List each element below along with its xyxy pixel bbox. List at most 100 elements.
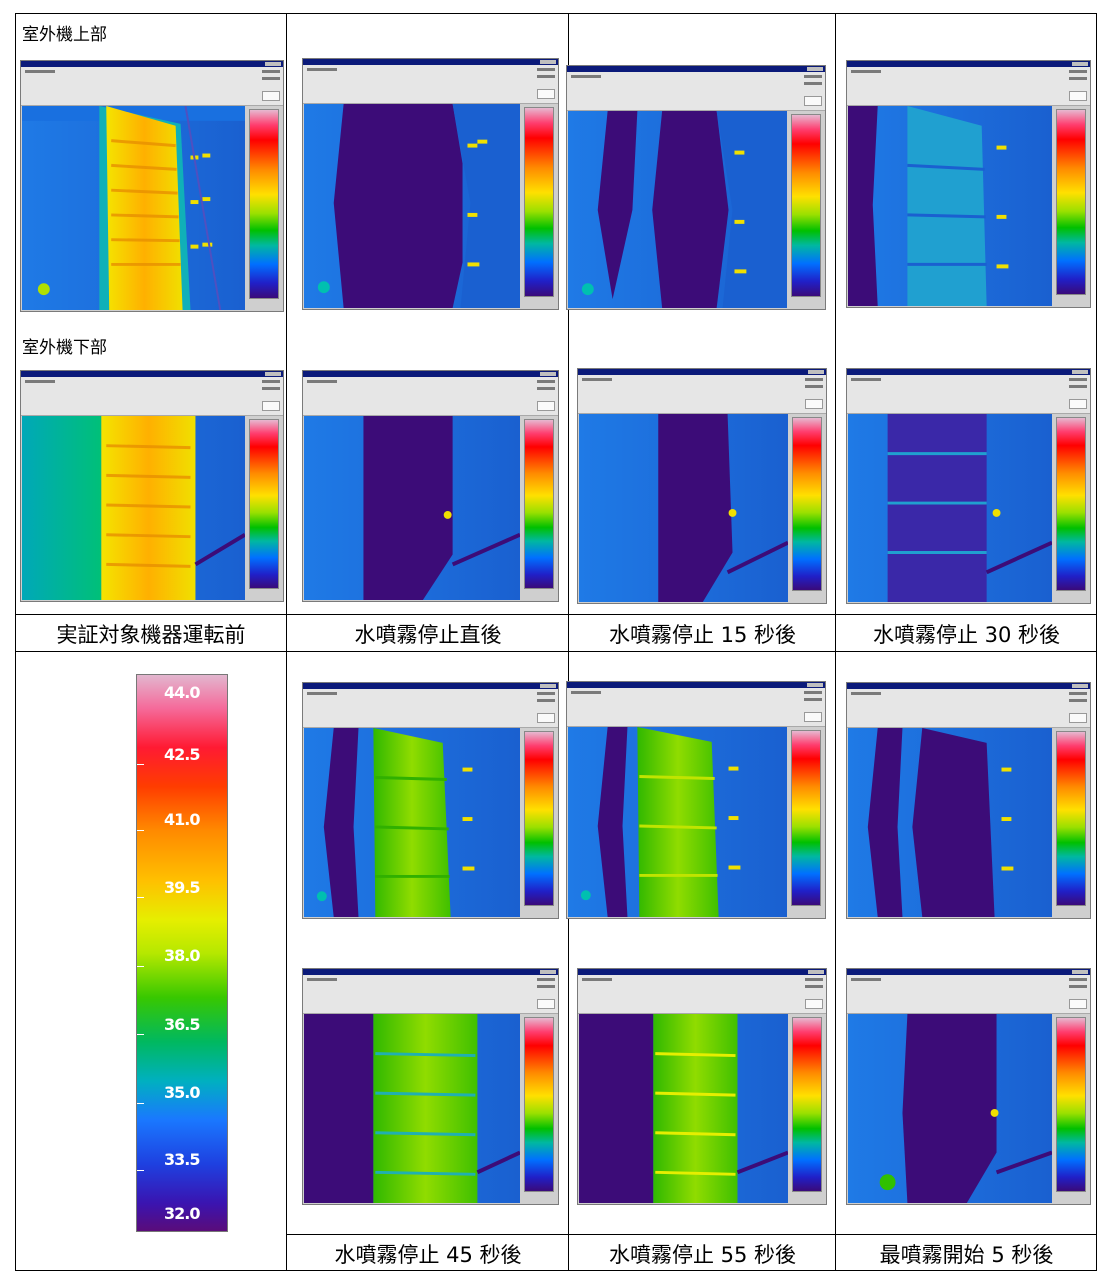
tick-label: 35.0	[164, 1083, 200, 1102]
window-menubar	[578, 975, 826, 1014]
window-titlebar	[303, 969, 558, 975]
window-titlebar	[303, 59, 558, 65]
thermal-scene	[22, 106, 245, 310]
color-scale-bar	[524, 419, 554, 589]
window-titlebar	[567, 66, 825, 72]
thermal-image-lower-55s	[577, 968, 827, 1205]
tick-label: 33.5	[164, 1150, 200, 1169]
thermal-scene	[579, 414, 788, 602]
tick-label: 38.0	[164, 946, 200, 965]
thermal-scene	[848, 728, 1052, 917]
window-menubar	[847, 689, 1090, 728]
color-scale-bar	[792, 417, 822, 591]
window-menubar	[21, 377, 283, 416]
window-titlebar	[847, 969, 1090, 975]
thermal-scene	[304, 104, 520, 308]
window-titlebar	[847, 683, 1090, 689]
color-scale-bar	[1056, 731, 1086, 906]
color-scale-bar	[249, 419, 279, 589]
color-scale-bar	[1056, 1017, 1086, 1192]
table-divider-2	[568, 13, 569, 1271]
thermal-image-upper-respray-5s	[846, 682, 1091, 919]
window-titlebar	[21, 371, 283, 377]
caption-row2-top	[286, 1234, 1097, 1235]
label-upper: 室外機上部	[22, 25, 107, 45]
tick-mark	[137, 764, 144, 765]
window-titlebar	[303, 683, 558, 689]
thermal-image-upper-before	[20, 60, 284, 312]
thermal-scene	[579, 1014, 788, 1203]
thermal-scene	[304, 416, 520, 600]
caption-55s-after-stop: 水噴霧停止 55 秒後	[608, 1243, 797, 1267]
label-lower: 室外機下部	[22, 338, 107, 358]
thermal-image-lower-45s	[302, 968, 559, 1205]
table-divider-3	[835, 13, 836, 1271]
window-menubar	[567, 688, 825, 727]
window-titlebar	[578, 369, 826, 375]
thermal-scene	[304, 1014, 520, 1203]
thermal-image-lower-before	[20, 370, 284, 602]
window-menubar	[567, 72, 825, 111]
color-scale-bar	[524, 1017, 554, 1192]
window-menubar	[21, 67, 283, 106]
thermal-image-lower-15s	[577, 368, 827, 604]
tick-mark	[137, 830, 144, 831]
caption-row1-bottom	[15, 651, 1097, 652]
color-scale-bar	[249, 109, 279, 299]
window-menubar	[303, 377, 558, 416]
caption-30s-after-stop: 水噴霧停止 30 秒後	[872, 623, 1061, 647]
window-titlebar	[303, 371, 558, 377]
window-menubar	[303, 65, 558, 104]
caption-before-operation: 実証対象機器運転前	[56, 623, 246, 647]
thermal-image-upper-45s	[302, 682, 559, 919]
table-border-left	[15, 13, 16, 1271]
color-scale-bar	[524, 731, 554, 906]
thermal-image-upper-15s	[566, 65, 826, 310]
caption-right-after-stop: 水噴霧停止直後	[354, 623, 502, 647]
window-titlebar	[578, 969, 826, 975]
window-menubar	[303, 975, 558, 1014]
tick-mark	[137, 1170, 144, 1171]
tick-mark	[137, 897, 144, 898]
caption-row1-top	[15, 614, 1097, 615]
tick-label: 41.0	[164, 810, 200, 829]
tick-mark	[137, 1034, 144, 1035]
thermal-scene	[848, 1014, 1052, 1203]
color-scale-bar	[1056, 417, 1086, 591]
window-titlebar	[21, 61, 283, 67]
temperature-scale	[136, 674, 228, 1232]
thermal-image-upper-after-stop	[302, 58, 559, 310]
window-menubar	[847, 975, 1090, 1014]
caption-15s-after-stop: 水噴霧停止 15 秒後	[608, 623, 797, 647]
table-border-top	[15, 13, 1097, 14]
tick-mark	[137, 966, 144, 967]
tick-label: 44.0	[164, 683, 200, 702]
thermal-image-upper-55s	[566, 681, 826, 919]
thermal-scene	[568, 727, 787, 917]
window-menubar	[847, 67, 1090, 106]
color-scale-bar	[524, 107, 554, 297]
thermal-scene	[848, 106, 1052, 306]
window-titlebar	[847, 369, 1090, 375]
window-menubar	[303, 689, 558, 728]
tick-label: 39.5	[164, 878, 200, 897]
window-titlebar	[567, 682, 825, 688]
tick-label: 32.0	[164, 1204, 200, 1223]
color-scale-bar	[791, 730, 821, 906]
tick-label: 42.5	[164, 745, 200, 764]
thermal-scene	[568, 111, 787, 308]
temperature-gradient	[136, 674, 228, 1232]
thermal-image-lower-after-stop	[302, 370, 559, 602]
thermal-image-lower-30s	[846, 368, 1091, 604]
color-scale-bar	[1056, 109, 1086, 295]
thermal-scene	[304, 728, 520, 917]
window-menubar	[578, 375, 826, 414]
color-scale-bar	[792, 1017, 822, 1192]
caption-45s-after-stop: 水噴霧停止 45 秒後	[334, 1243, 522, 1267]
caption-respray-5s: 最噴霧開始 5 秒後	[879, 1243, 1054, 1267]
thermal-scene	[22, 416, 245, 600]
thermal-image-upper-30s	[846, 60, 1091, 308]
thermal-scene	[848, 414, 1052, 602]
window-titlebar	[847, 61, 1090, 67]
tick-label: 36.5	[164, 1015, 200, 1034]
